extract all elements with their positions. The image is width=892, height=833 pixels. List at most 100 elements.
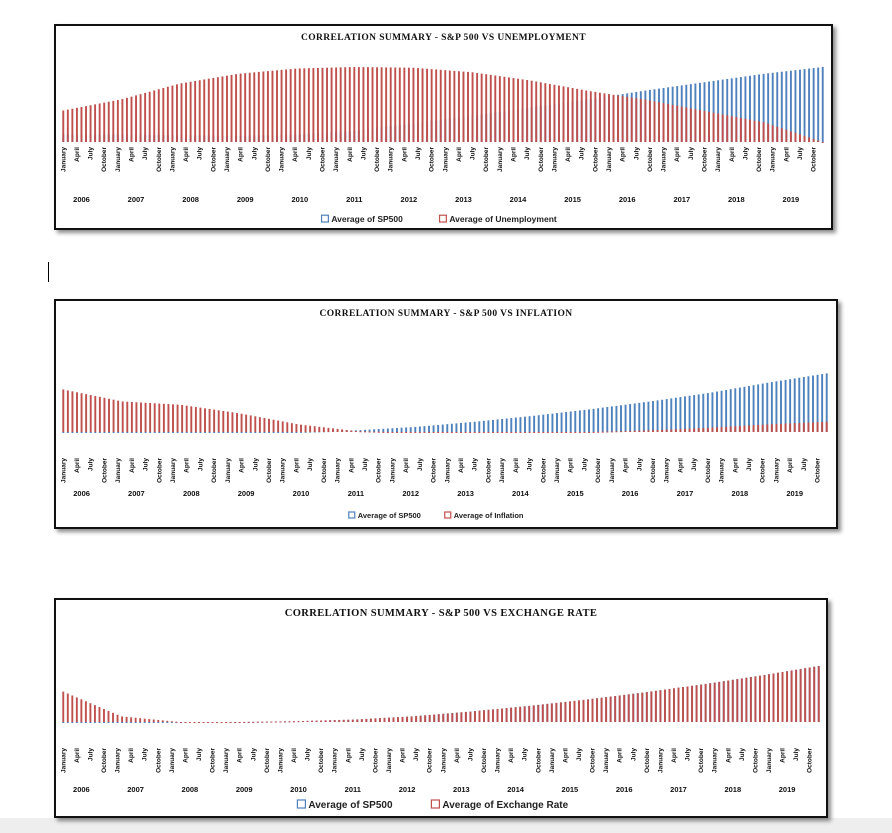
bar: [71, 108, 74, 142]
bar: [270, 721, 273, 723]
month-tick-label: January: [169, 147, 176, 172]
bar: [717, 80, 720, 142]
bar: [245, 432, 248, 433]
bar: [103, 432, 106, 433]
bar: [673, 688, 675, 722]
bar: [679, 397, 682, 432]
bar: [373, 429, 376, 432]
bar: [740, 678, 743, 722]
bar: [597, 408, 600, 432]
bar: [199, 407, 202, 432]
bar: [373, 431, 376, 433]
bar: [615, 405, 618, 432]
bar: [464, 711, 467, 722]
bar: [473, 711, 476, 722]
month-tick-label: January: [388, 147, 395, 172]
bar: [148, 722, 151, 723]
bar: [603, 93, 606, 142]
bar: [179, 722, 182, 723]
bar: [309, 431, 312, 433]
bar: [277, 432, 280, 433]
bar: [98, 707, 101, 722]
bar: [125, 97, 128, 142]
bar: [208, 432, 211, 433]
bar: [188, 722, 191, 723]
month-tick-label: April: [513, 458, 520, 473]
month-tick-label: July: [362, 458, 369, 471]
bar: [752, 385, 755, 432]
month-tick-label: January: [224, 147, 231, 172]
bar: [652, 430, 654, 432]
bar: [185, 82, 188, 142]
bar: [423, 426, 426, 432]
bar: [706, 427, 709, 432]
bar: [407, 67, 410, 142]
year-tick-label: 2015: [567, 489, 584, 498]
bar: [501, 708, 504, 722]
month-tick-label: July: [87, 748, 94, 761]
chart-svg-inflation: CORRELATION SUMMARY - S&P 500 VS INFLATI…: [60, 309, 828, 520]
bar: [274, 721, 277, 723]
series-comparison-bars: [62, 67, 824, 143]
bar: [528, 705, 531, 722]
bar: [749, 75, 751, 142]
month-tick-label: October: [702, 147, 709, 172]
bar: [415, 716, 418, 722]
bar: [322, 427, 325, 432]
month-tick-label: July: [472, 458, 479, 471]
bar: [369, 718, 372, 722]
bar: [762, 122, 765, 142]
bar: [216, 77, 219, 142]
bar: [217, 410, 220, 432]
month-tick-label: January: [609, 458, 616, 483]
bar: [353, 67, 356, 142]
bar: [722, 681, 725, 722]
bar: [424, 715, 427, 722]
bar: [689, 108, 692, 142]
bar: [551, 432, 554, 433]
bar: [412, 67, 415, 142]
bar: [432, 425, 435, 432]
bar: [300, 424, 302, 432]
bar: [583, 409, 586, 432]
bar: [283, 721, 286, 723]
bar: [158, 432, 161, 433]
year-tick-label: 2019: [786, 489, 803, 498]
bar: [455, 423, 458, 432]
bar: [185, 432, 188, 433]
month-tick-label: October: [431, 458, 438, 483]
bar: [450, 432, 453, 433]
bar: [780, 380, 782, 432]
bar: [236, 432, 238, 433]
bar: [108, 398, 110, 432]
bar: [591, 698, 594, 722]
month-tick-label: October: [210, 748, 217, 773]
bar: [236, 412, 238, 432]
year-tick-label: 2015: [564, 195, 581, 204]
bar: [414, 432, 417, 433]
year-tick-label: 2012: [402, 489, 419, 498]
bar: [354, 431, 357, 433]
bar: [601, 431, 604, 433]
month-tick-label: July: [415, 147, 422, 160]
bar: [166, 720, 169, 722]
bar: [243, 721, 246, 723]
month-tick-label: October: [318, 748, 325, 773]
bar: [313, 426, 316, 432]
bar: [338, 720, 341, 722]
bar: [62, 110, 65, 142]
month-tick-label: July: [685, 748, 692, 761]
bar: [170, 722, 173, 723]
bar: [135, 402, 138, 432]
bar: [66, 109, 69, 142]
bar: [221, 76, 224, 142]
bar: [793, 423, 796, 432]
month-tick-label: October: [535, 748, 542, 773]
bar: [254, 432, 257, 433]
bar: [542, 414, 545, 432]
bar: [521, 79, 524, 142]
bar: [565, 412, 568, 432]
bar: [139, 722, 142, 723]
month-tick-label: January: [770, 147, 777, 172]
month-tick-label: April: [565, 147, 572, 162]
